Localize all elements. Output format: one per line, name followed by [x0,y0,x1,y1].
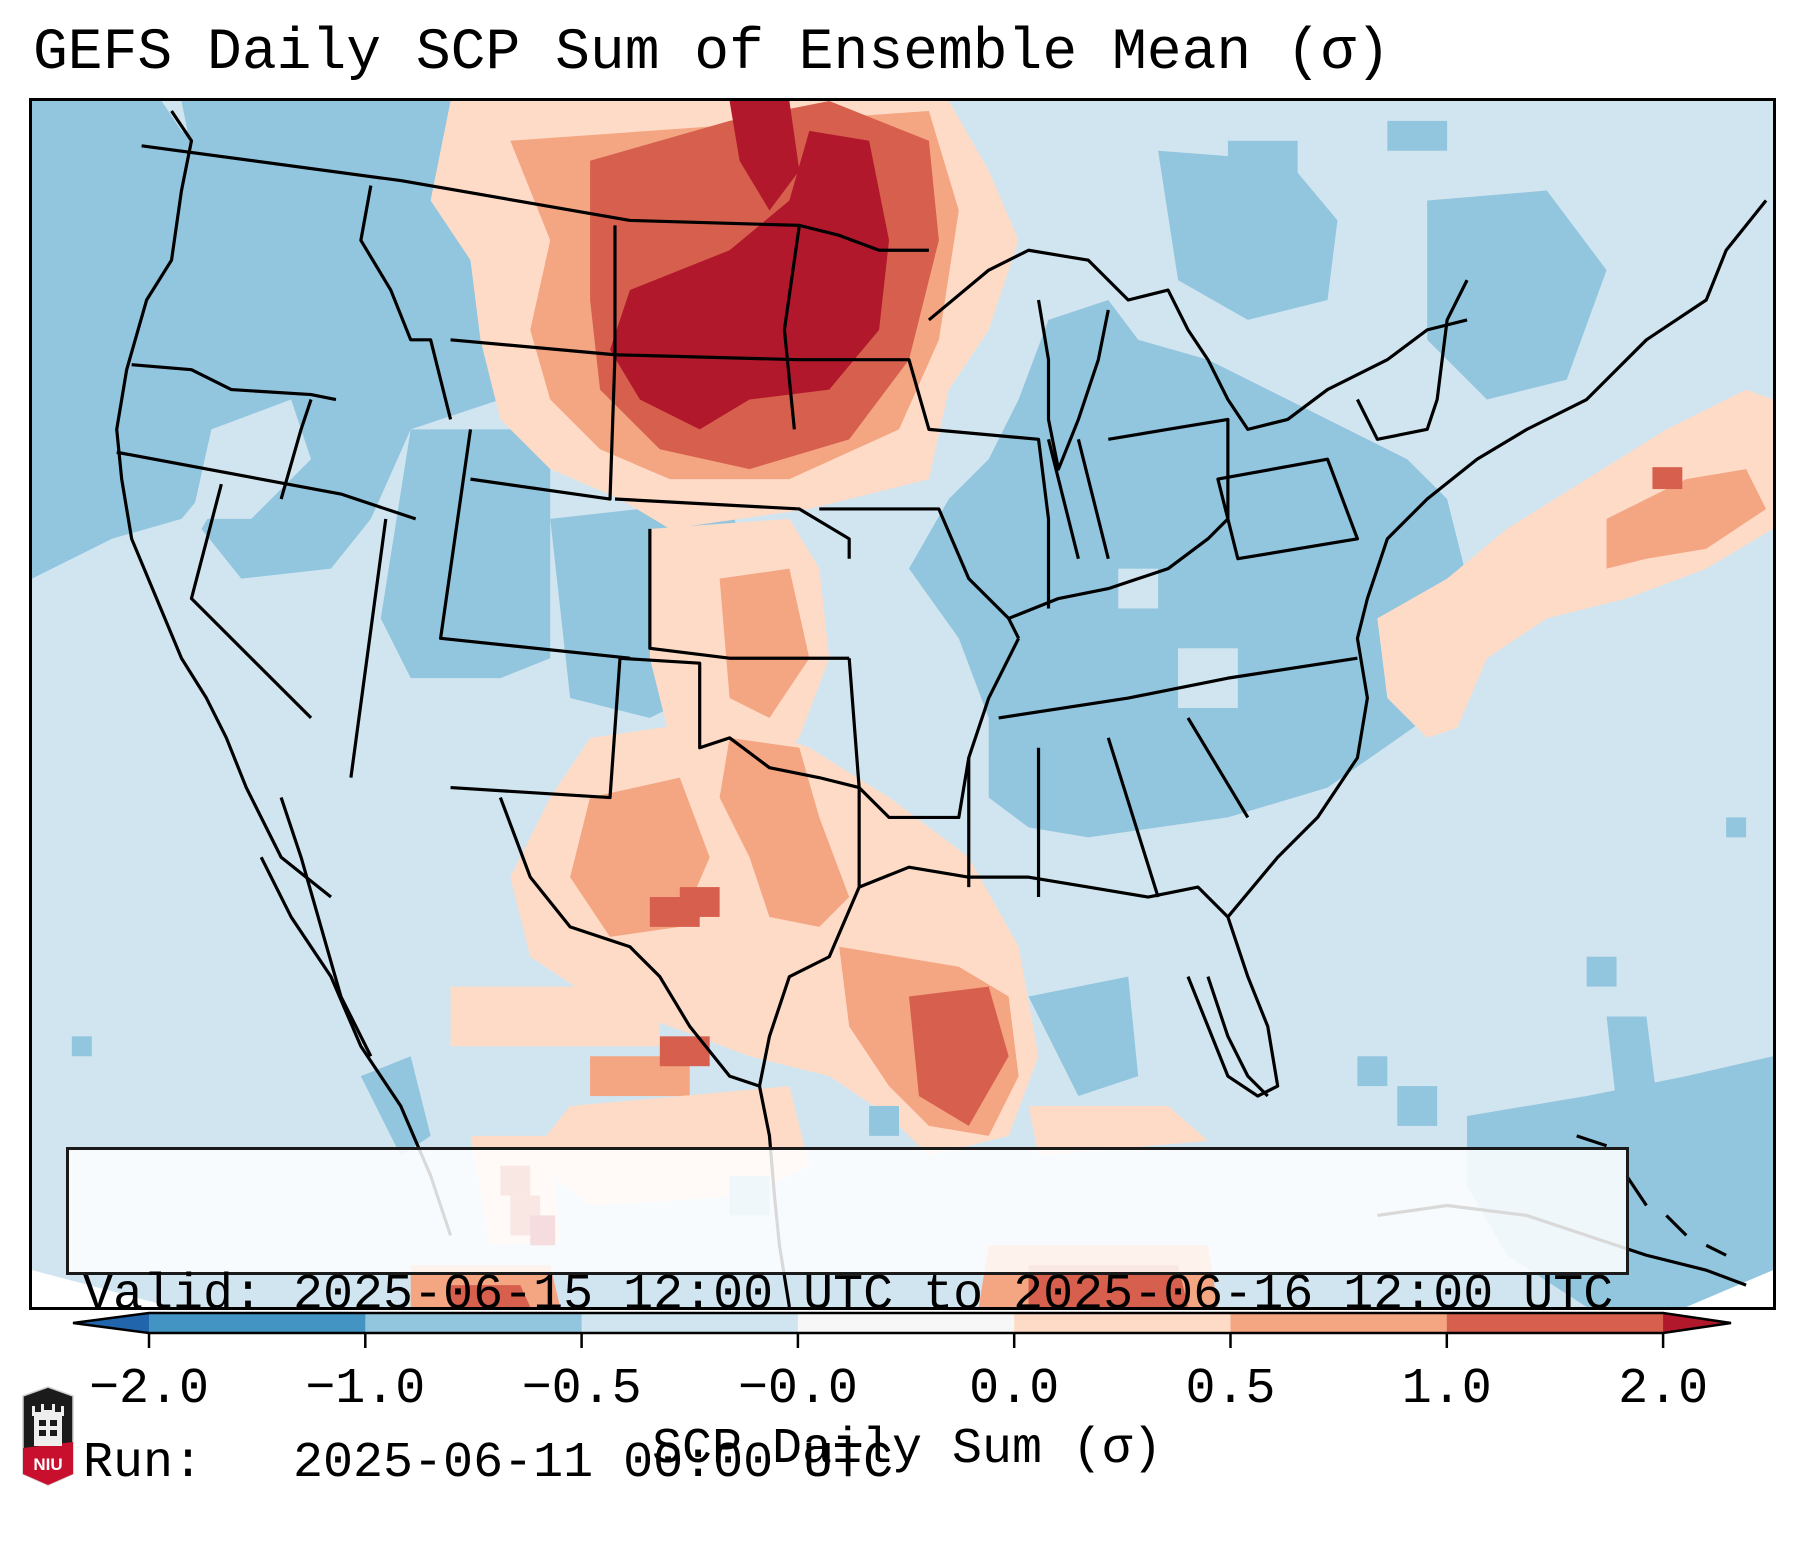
idaho-west [279,399,313,500]
field-patch [719,568,810,718]
colorbar-under-arrow [73,1313,149,1333]
field-patch [1576,101,1767,261]
pacific-blue-region [32,101,391,579]
valid-run-info-box: Valid: 2025-06-15 12:00 UTC to 2025-06-1… [66,1147,1629,1492]
west-coast [115,110,332,899]
outside-projection-area [1686,1270,1773,1307]
colorbar-tick-label: 2.0 [1618,1361,1709,1418]
field-cell [71,1036,92,1057]
nevada-east [349,518,388,778]
field-cell [1726,817,1747,838]
colorbar-tick-label: −2.0 [88,1361,210,1418]
northern-plains-max [610,130,890,430]
field-patch [1028,1106,1208,1156]
colorbar-tick-label: 0.5 [1185,1361,1276,1418]
colorbar-over-arrow [1663,1313,1731,1333]
map-canvas [32,101,1773,1307]
field-cell [1397,1086,1438,1126]
ontario-blue-region [1158,150,1338,320]
field-cell [1227,140,1298,181]
field-cell [869,1106,900,1136]
nm-tx [450,658,622,800]
ok-ar-la [847,637,1021,820]
field-cell [1387,120,1448,151]
wa-or-border [131,363,337,402]
map-panel [29,98,1776,1310]
se-texas-strong [908,986,1009,1126]
colorbar-segment [1230,1313,1448,1333]
field-cell [1652,467,1683,490]
colorbar-segment [365,1313,583,1333]
chart-title: GEFS Daily SCP Sum of Ensemble Mean (σ) [33,21,1391,86]
co-ks-ok [648,528,850,660]
colorbar [72,1311,1732,1348]
colorbar-segment [797,1313,1015,1333]
sd-ne [614,353,800,362]
field-cell [679,887,720,917]
nevada-ca-diag [189,483,313,720]
southeast-grid [967,717,1250,898]
colorbar-tick-label: −0.5 [521,1361,642,1418]
field-patch [1606,1016,1657,1106]
colorbar-segment [1446,1313,1664,1333]
midwest-grid-2 [819,507,1021,640]
colorbar-tick-label: −0.0 [737,1361,858,1418]
florida [1206,976,1269,1098]
field-patch [360,1056,431,1156]
field-cell [1357,1056,1388,1087]
indiana-ohio [1046,417,1230,560]
niu-logo: NIU [22,1386,74,1486]
tn-nc [998,656,1358,720]
colorbar-tick-label: −1.0 [305,1361,426,1418]
colorbar-tick-label: 1.0 [1401,1361,1492,1418]
colorbar-segment [149,1313,366,1333]
midwest-grid-1 [799,358,1051,609]
field-patch [450,1285,531,1307]
utah-co [438,429,631,660]
colorbar-label: SCP Daily Sum (σ) [652,1421,1163,1478]
new-england [1356,279,1469,441]
bahamas [1576,1134,1727,1257]
tx-outline [498,656,861,1088]
field-patch [1606,469,1767,569]
niu-logo-text: NIU [33,1455,62,1474]
wy-box [450,338,617,501]
great-lakes [927,248,1468,431]
run-time-text: Run: 2025-06-11 00:00 UTC [83,1435,894,1492]
ohio-river [1008,517,1230,620]
ne-ks [614,497,851,559]
colorbar-segment [1014,1313,1231,1333]
field-patch [360,210,491,380]
colorbar-tick-label: 0.0 [969,1361,1060,1418]
nd-mn [782,225,801,430]
lake-michigan [1036,299,1110,471]
field-patch [719,737,850,927]
colorbar-segment [581,1313,799,1333]
baja [279,797,373,1057]
field-patch [1028,1265,1189,1307]
midwest-blue-region [908,300,1478,838]
idaho-mt-east [359,185,453,420]
field-patch [1427,190,1607,400]
pa-ny [1216,457,1360,561]
field-patch [729,101,800,211]
field-cell [450,986,660,1047]
east-coast [1226,199,1768,918]
utah-blue-region [380,429,551,679]
state-boundaries [115,110,1768,1307]
or-ca-border [116,450,417,521]
field-patch [1028,976,1139,1097]
scp-field-layer [32,101,1773,1307]
field-cell [1586,956,1617,987]
